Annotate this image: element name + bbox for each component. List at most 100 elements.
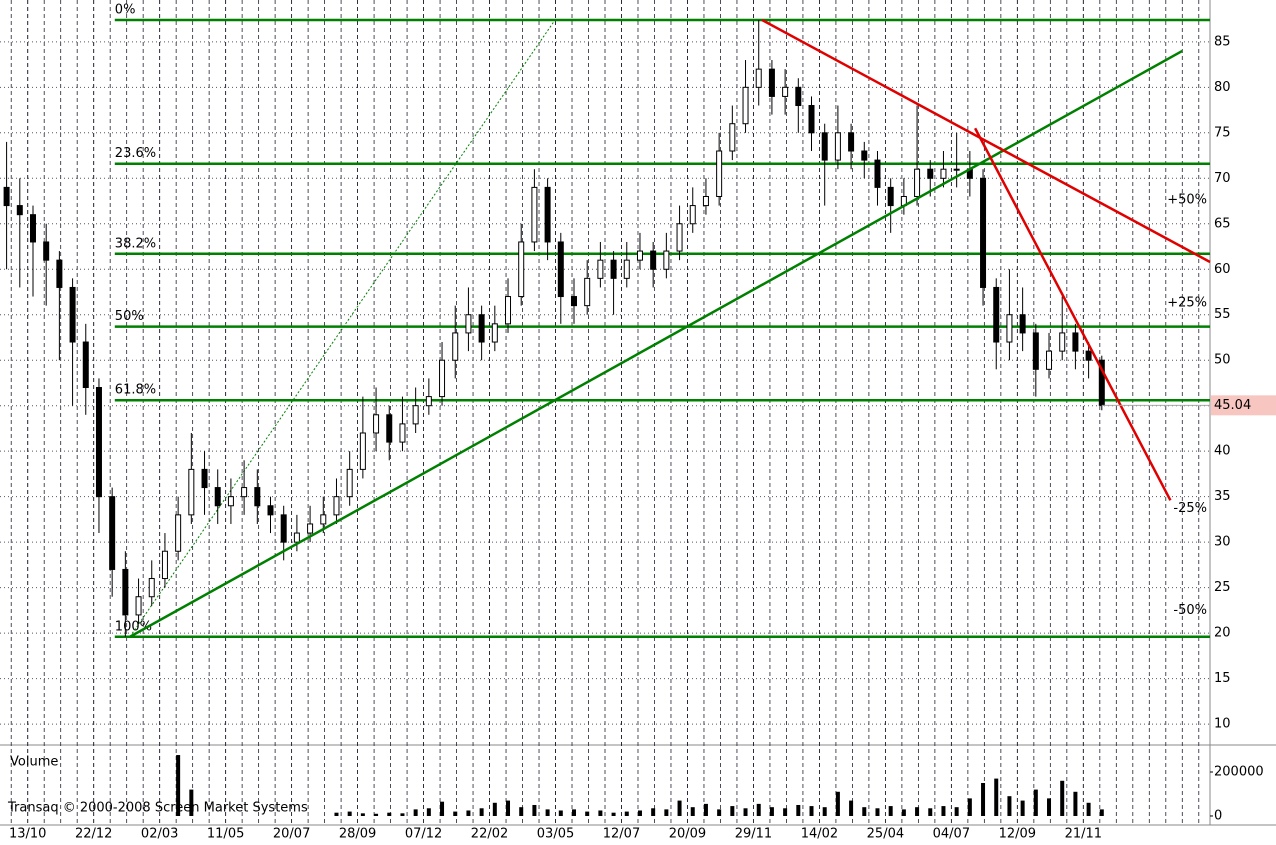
y-tick-label: 35 xyxy=(1214,489,1231,504)
volume-tick-label: 0 xyxy=(1214,808,1222,823)
x-tick-label: 07/12 xyxy=(405,827,442,842)
candle-body xyxy=(373,414,380,434)
x-tick-label: 25/04 xyxy=(867,827,904,842)
volume-bar xyxy=(967,798,972,816)
candle-body xyxy=(980,177,987,288)
candle-body xyxy=(161,550,168,580)
candle-body xyxy=(201,468,208,489)
y-tick-label: 20 xyxy=(1214,626,1231,641)
volume-bar xyxy=(519,807,524,816)
candle-body xyxy=(29,214,36,243)
y-tick-label: 15 xyxy=(1214,671,1231,686)
x-tick-label: 12/09 xyxy=(999,827,1036,842)
candle-body xyxy=(729,123,736,152)
candle-body xyxy=(597,259,604,279)
volume-bar xyxy=(796,804,801,816)
candle-body xyxy=(874,159,881,188)
volume-bar xyxy=(334,812,339,816)
volume-bar xyxy=(558,810,563,816)
trend-line xyxy=(974,127,1172,501)
volume-bar xyxy=(1033,789,1038,816)
volume-bar xyxy=(189,789,194,816)
last-price-box xyxy=(1211,395,1276,416)
candle-body xyxy=(518,241,525,298)
x-tick-label: 14/02 xyxy=(801,827,838,842)
candle-body xyxy=(821,132,828,161)
candle-body xyxy=(293,532,300,543)
y-tick-label: 55 xyxy=(1214,307,1231,322)
x-tick-label: 20/07 xyxy=(273,827,310,842)
volume-bar xyxy=(506,800,511,816)
candle-body xyxy=(3,186,10,207)
candle-body xyxy=(1032,332,1039,370)
credit: Transaq © 2000-2008 Screen Market System… xyxy=(7,801,308,816)
volume-bar xyxy=(730,806,735,816)
candle-body xyxy=(795,86,802,107)
x-tick-label: 22/02 xyxy=(471,827,508,842)
last-price-label: 45.04 xyxy=(1214,398,1251,413)
y-tick-label: 50 xyxy=(1214,353,1231,368)
candle-body xyxy=(439,359,446,398)
volume-bar xyxy=(928,808,933,816)
volume-bar xyxy=(664,809,669,816)
candle-body xyxy=(927,168,934,179)
candle-body xyxy=(557,241,564,298)
candle-body xyxy=(834,132,841,161)
volume-bar xyxy=(426,808,431,816)
volume-bar xyxy=(954,807,959,816)
candle-body xyxy=(412,405,419,425)
candle-body xyxy=(214,487,221,507)
x-tick-label: 21/11 xyxy=(1065,827,1102,842)
candle-body xyxy=(993,286,1000,343)
candle-body xyxy=(188,468,195,516)
volume-bar xyxy=(374,813,379,816)
candle-body xyxy=(307,523,314,534)
x-tick-label: 11/05 xyxy=(207,827,244,842)
candle-body xyxy=(782,86,789,97)
fib-label: 50% xyxy=(115,309,144,324)
volume-bar xyxy=(1099,809,1104,816)
volume-bar xyxy=(651,808,656,816)
volume-bar xyxy=(1060,780,1065,816)
candle-body xyxy=(227,496,234,507)
candle-body xyxy=(676,223,683,252)
candle-body xyxy=(43,241,50,261)
volume-bar xyxy=(624,811,629,816)
candle-body xyxy=(531,186,538,243)
x-tick-label: 20/09 xyxy=(669,827,706,842)
y-tick-label: 85 xyxy=(1214,34,1231,49)
volume-bar xyxy=(1020,800,1025,816)
volume-bar xyxy=(1047,798,1052,816)
volume-bar xyxy=(598,810,603,816)
volume-bar xyxy=(176,755,181,816)
candle-body xyxy=(702,195,709,207)
volume-bar xyxy=(571,809,576,816)
trend-line xyxy=(761,18,1211,264)
candle-body xyxy=(544,186,551,243)
candle-body xyxy=(254,487,261,507)
candle-body xyxy=(848,132,855,152)
candle-body xyxy=(425,396,432,407)
y-tick-label: 60 xyxy=(1214,262,1231,277)
volume-bar xyxy=(756,803,761,816)
candle-body xyxy=(399,423,406,443)
trend-line xyxy=(129,49,1183,638)
volume-bar xyxy=(690,807,695,816)
candle-body xyxy=(808,105,815,134)
candle-body xyxy=(267,505,274,516)
candle-body xyxy=(175,514,182,552)
volume-bar xyxy=(466,810,471,816)
candle-body xyxy=(122,568,129,616)
volume-bar xyxy=(809,806,814,816)
candle-body xyxy=(689,205,696,225)
y-tick-label: 75 xyxy=(1214,125,1231,140)
x-tick-label: 04/07 xyxy=(933,827,970,842)
side-label: -25% xyxy=(1173,501,1207,516)
volume-bar xyxy=(611,812,616,816)
x-tick-label: 13/10 xyxy=(9,827,46,842)
candle-body xyxy=(1072,332,1079,352)
candle-body xyxy=(623,259,630,279)
candle-body xyxy=(570,296,577,307)
volume-bar xyxy=(703,803,708,816)
candle-body xyxy=(16,205,23,216)
